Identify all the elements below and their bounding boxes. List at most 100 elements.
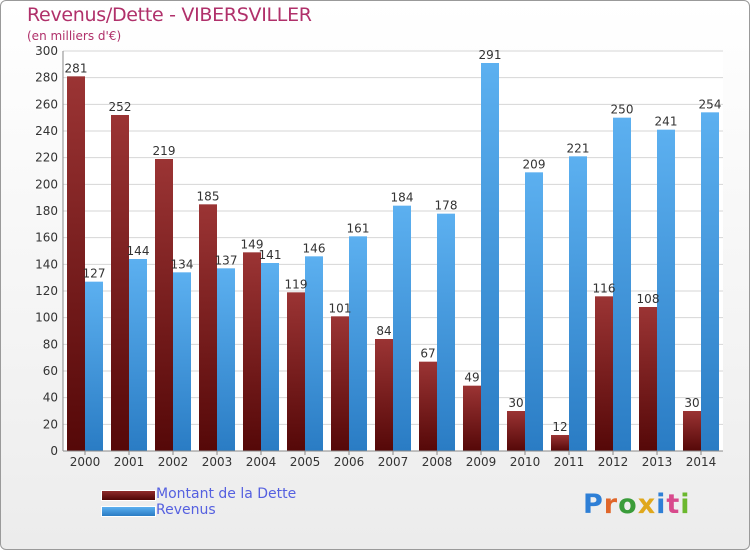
bars-layer [67, 63, 719, 452]
value-label-dette: 101 [329, 301, 352, 315]
value-label-dette: 84 [376, 324, 391, 338]
bar-dette [419, 361, 437, 451]
bar-revenus [437, 213, 455, 451]
value-label-revenus: 221 [567, 141, 590, 155]
bar-revenus [657, 129, 675, 451]
y-tick-label: 80 [43, 337, 58, 351]
y-tick-label: 60 [43, 364, 58, 378]
x-tick-label: 2006 [334, 455, 365, 469]
bar-dette [507, 411, 525, 451]
proxiti-logo: Proxiti [583, 489, 691, 520]
bar-dette [155, 159, 173, 451]
y-tick-label: 0 [50, 444, 58, 458]
logo-letter: x [637, 489, 657, 520]
logo-letter: P [583, 489, 604, 520]
bar-revenus [217, 268, 235, 451]
bar-dette [683, 411, 701, 451]
legend-label-revenus: Revenus [156, 502, 216, 518]
value-label-dette: 30 [508, 396, 523, 410]
y-tick-label: 280 [35, 71, 58, 85]
chart-title: Revenus/Dette - VIBERSVILLER [27, 4, 312, 26]
bar-revenus [129, 259, 147, 451]
y-tick-label: 240 [35, 124, 58, 138]
value-label-revenus: 291 [479, 48, 502, 62]
x-tick-label: 2010 [510, 455, 541, 469]
bar-revenus [261, 263, 279, 451]
bar-dette [551, 435, 569, 451]
value-label-dette: 116 [593, 281, 616, 295]
value-label-dette: 219 [153, 144, 176, 158]
bar-revenus [349, 236, 367, 451]
y-tick-label: 220 [35, 151, 58, 165]
value-label-revenus: 178 [435, 199, 458, 213]
chart-subtitle: (en milliers d'€) [27, 29, 122, 43]
x-tick-label: 2005 [290, 455, 321, 469]
value-label-dette: 108 [637, 292, 660, 306]
value-label-dette: 149 [241, 237, 264, 251]
legend-swatch-revenus [101, 506, 156, 517]
legend-label-dette: Montant de la Dette [156, 486, 297, 502]
y-tick-label: 100 [35, 311, 58, 325]
x-tick-label: 2003 [202, 455, 233, 469]
value-label-revenus: 137 [215, 253, 238, 267]
bar-dette [463, 385, 481, 451]
value-label-revenus: 134 [171, 257, 194, 271]
bar-dette [375, 339, 393, 451]
y-tick-label: 140 [35, 257, 58, 271]
value-label-dette: 49 [464, 371, 479, 385]
x-tick-label: 2008 [422, 455, 453, 469]
value-label-revenus: 184 [391, 191, 414, 205]
bar-revenus [569, 156, 587, 452]
x-tick-label: 2012 [598, 455, 629, 469]
bar-revenus [613, 117, 631, 452]
y-tick-label: 180 [35, 204, 58, 218]
x-tick-label: 2000 [70, 455, 101, 469]
value-label-dette: 12 [552, 420, 567, 434]
value-label-dette: 30 [684, 396, 699, 410]
x-tick-label: 2013 [642, 455, 673, 469]
bar-revenus [525, 172, 543, 452]
x-tick-label: 2009 [466, 455, 497, 469]
logo-letter: i [656, 489, 667, 520]
logo-letter: o [618, 489, 638, 520]
bar-dette [595, 296, 613, 451]
bar-dette [639, 307, 657, 451]
bar-dette [111, 115, 129, 451]
x-tick-label: 2014 [686, 455, 717, 469]
value-label-dette: 119 [285, 277, 308, 291]
bar-revenus [305, 256, 323, 451]
y-tick-label: 40 [43, 391, 58, 405]
value-label-dette: 67 [420, 347, 435, 361]
value-label-dette: 185 [197, 189, 220, 203]
logo-letter: t [666, 489, 681, 520]
axis-layer: 0 20 40 60 80 100 120 140 160 180 200 220 240 260 280 3… [35, 44, 723, 469]
x-tick-label: 2007 [378, 455, 409, 469]
value-label-dette: 281 [65, 61, 88, 75]
logo-letter: i [680, 489, 691, 520]
value-label-revenus: 161 [347, 221, 370, 235]
bar-revenus [701, 112, 719, 451]
bar-dette [67, 76, 85, 451]
y-tick-label: 300 [35, 44, 58, 58]
bar-dette [287, 292, 305, 451]
x-tick-label: 2002 [158, 455, 189, 469]
value-label-revenus: 141 [259, 248, 282, 262]
value-label-revenus: 127 [83, 267, 106, 281]
y-tick-label: 160 [35, 231, 58, 245]
legend-swatch-dette [101, 490, 156, 501]
x-tick-label: 2001 [114, 455, 145, 469]
y-tick-label: 120 [35, 284, 58, 298]
bar-revenus [173, 272, 191, 451]
value-label-revenus: 250 [611, 103, 634, 117]
logo-letter: r [603, 489, 619, 520]
value-label-revenus: 144 [127, 244, 150, 258]
value-label-revenus: 241 [655, 115, 678, 129]
value-label-revenus: 209 [523, 157, 546, 171]
bar-dette [243, 252, 261, 451]
bar-dette [331, 316, 349, 451]
bar-revenus [393, 205, 411, 451]
value-label-revenus: 146 [303, 241, 326, 255]
